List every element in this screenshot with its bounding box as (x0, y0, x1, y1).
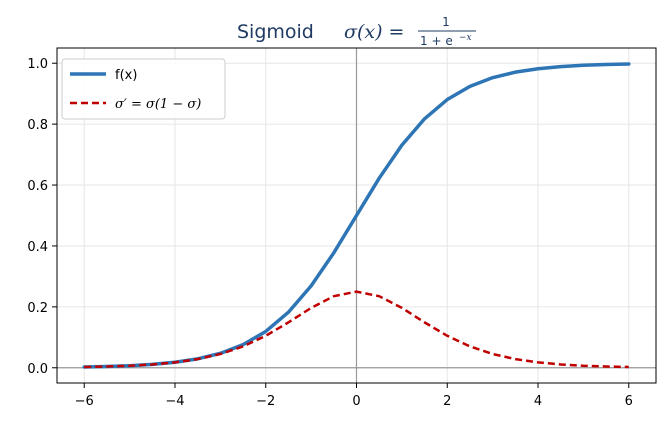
title-formula-denominator: 1 + e (420, 34, 453, 48)
y-tick-label-2: 0.4 (27, 240, 48, 255)
x-tick-label-5: 4 (534, 394, 542, 409)
series-layer (82, 62, 631, 369)
x-tick-label-6: 6 (625, 394, 633, 409)
series-line-derivative (84, 290, 629, 369)
title-formula-lhs: σ(x) = (344, 21, 404, 43)
y-tick-label-3: 0.6 (27, 179, 48, 194)
legend-label-fx: f(x) (115, 68, 137, 83)
legend-label-derivative: σ′ = σ(1 − σ) (115, 97, 201, 112)
y-tick-label-0: 0.0 (27, 362, 48, 377)
y-tick-label-1: 0.2 (27, 301, 48, 316)
x-tick-label-0: −6 (75, 394, 94, 409)
x-tick-label-4: 2 (443, 394, 451, 409)
legend: f(x) σ′ = σ(1 − σ) (61, 58, 226, 120)
x-tick-label-2: −2 (256, 394, 275, 409)
x-axis-ticks: −6 −4 −2 0 2 4 6 (75, 383, 633, 409)
y-axis-ticks: 0.0 0.2 0.4 0.6 0.8 1.0 (27, 57, 57, 377)
title-prefix: Sigmoid (237, 21, 314, 43)
chart-title: Sigmoid σ(x) = 1 1 + e −x (237, 15, 476, 48)
y-tick-label-5: 1.0 (27, 57, 48, 72)
x-tick-label-1: −4 (165, 394, 184, 409)
x-tick-label-3: 0 (352, 394, 360, 409)
title-formula-exponent: −x (459, 33, 472, 43)
title-formula-numerator: 1 (442, 15, 450, 29)
y-tick-label-4: 0.8 (27, 118, 48, 133)
